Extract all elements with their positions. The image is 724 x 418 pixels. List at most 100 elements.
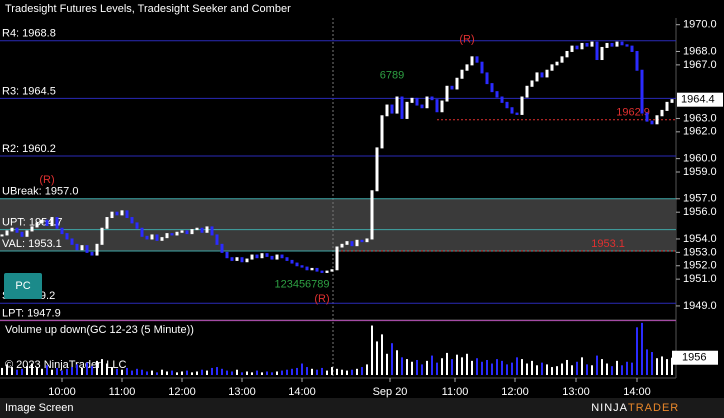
volume-bar — [376, 341, 378, 375]
volume-bar — [466, 353, 468, 375]
candle — [575, 45, 579, 50]
candle — [430, 96, 434, 101]
candle — [215, 234, 219, 245]
candle — [240, 257, 244, 263]
volume-bar — [491, 363, 493, 375]
volume-bar — [511, 362, 513, 375]
volume-bar — [191, 372, 193, 375]
candle — [435, 99, 439, 113]
candle — [140, 227, 144, 237]
candle — [45, 219, 49, 227]
volume-bar — [241, 372, 243, 375]
volume-bar — [246, 371, 248, 375]
candle — [55, 217, 59, 229]
pc-button-label: PC — [15, 280, 30, 292]
status-text: Image Screen — [5, 402, 73, 414]
annotation: (R) — [314, 293, 329, 305]
candle — [510, 107, 514, 114]
volume-bar — [556, 366, 558, 375]
candle — [220, 243, 224, 253]
volume-bar — [406, 359, 408, 375]
level-label: UBreak: 1957.0 — [2, 186, 78, 198]
candle — [165, 233, 169, 239]
candle — [590, 41, 594, 47]
candle — [285, 257, 289, 261]
candle — [120, 210, 124, 216]
volume-bar — [141, 369, 143, 375]
candle — [495, 91, 499, 98]
volume-bar — [471, 360, 473, 375]
volume-bar — [311, 368, 313, 375]
candle — [580, 42, 584, 50]
candle — [75, 243, 79, 251]
candle — [610, 42, 614, 47]
volume-bar — [541, 362, 543, 375]
volume-bar — [641, 322, 643, 375]
logo-text: NINJA — [591, 402, 628, 414]
volume-bar — [576, 361, 578, 375]
volume-bar — [351, 369, 353, 375]
volume-bar — [11, 367, 13, 375]
logo-text: TRADER — [628, 402, 679, 414]
volume-bar — [486, 359, 488, 375]
candle — [210, 226, 214, 236]
candle — [275, 254, 279, 260]
volume-bar — [551, 367, 553, 375]
candle — [180, 230, 184, 233]
price-tag-label: 1964.4 — [681, 94, 715, 106]
volume-bar — [646, 349, 648, 375]
volume-bar — [426, 360, 428, 375]
candle — [160, 237, 164, 241]
candle — [370, 190, 374, 240]
candle — [515, 112, 519, 115]
candle — [600, 46, 604, 61]
red-level-label: 1953.1 — [591, 238, 625, 250]
candle — [0, 234, 4, 237]
candle — [35, 222, 39, 228]
volume-bar — [441, 358, 443, 375]
candle — [230, 257, 234, 261]
y-tick-label: 1959.0 — [683, 166, 717, 178]
volume-bar — [331, 367, 333, 375]
volume-bar — [566, 359, 568, 375]
volume-bar — [56, 367, 58, 375]
x-tick-label: 14:00 — [288, 386, 316, 398]
price-tag — [677, 92, 723, 107]
candle — [300, 265, 304, 268]
volume-bar — [306, 367, 308, 375]
candle — [30, 226, 34, 232]
candle — [245, 258, 249, 263]
candle — [470, 56, 474, 66]
y-tick-label: 1952.0 — [683, 260, 717, 272]
candle — [170, 233, 174, 236]
volume-bar — [371, 325, 373, 375]
y-tick-label: 1954.0 — [683, 233, 717, 245]
candle — [100, 227, 104, 245]
volume-bar — [531, 360, 533, 375]
candle — [490, 83, 494, 93]
candle — [500, 96, 504, 103]
y-tick-label: 1970.0 — [683, 19, 717, 31]
annotation: (R) — [39, 174, 54, 186]
candle — [665, 101, 669, 111]
pc-button[interactable]: PC — [4, 273, 42, 299]
candle — [355, 239, 359, 247]
candle — [195, 227, 199, 231]
volume-bar — [571, 365, 573, 375]
volume-bar — [316, 369, 318, 375]
volume-bar — [156, 372, 158, 375]
volume-bar — [476, 358, 478, 375]
candle — [550, 64, 554, 71]
volume-bar — [631, 362, 633, 375]
volume-bar — [271, 372, 273, 375]
y-tick-label: 1951.0 — [683, 273, 717, 285]
x-tick-label: 11:00 — [442, 386, 469, 398]
volume-bar — [41, 368, 43, 375]
candle — [340, 243, 344, 248]
candle — [95, 243, 99, 256]
candle — [475, 56, 479, 63]
candle — [290, 259, 294, 264]
candle — [200, 227, 204, 233]
candle — [385, 104, 389, 117]
candle — [25, 230, 29, 237]
